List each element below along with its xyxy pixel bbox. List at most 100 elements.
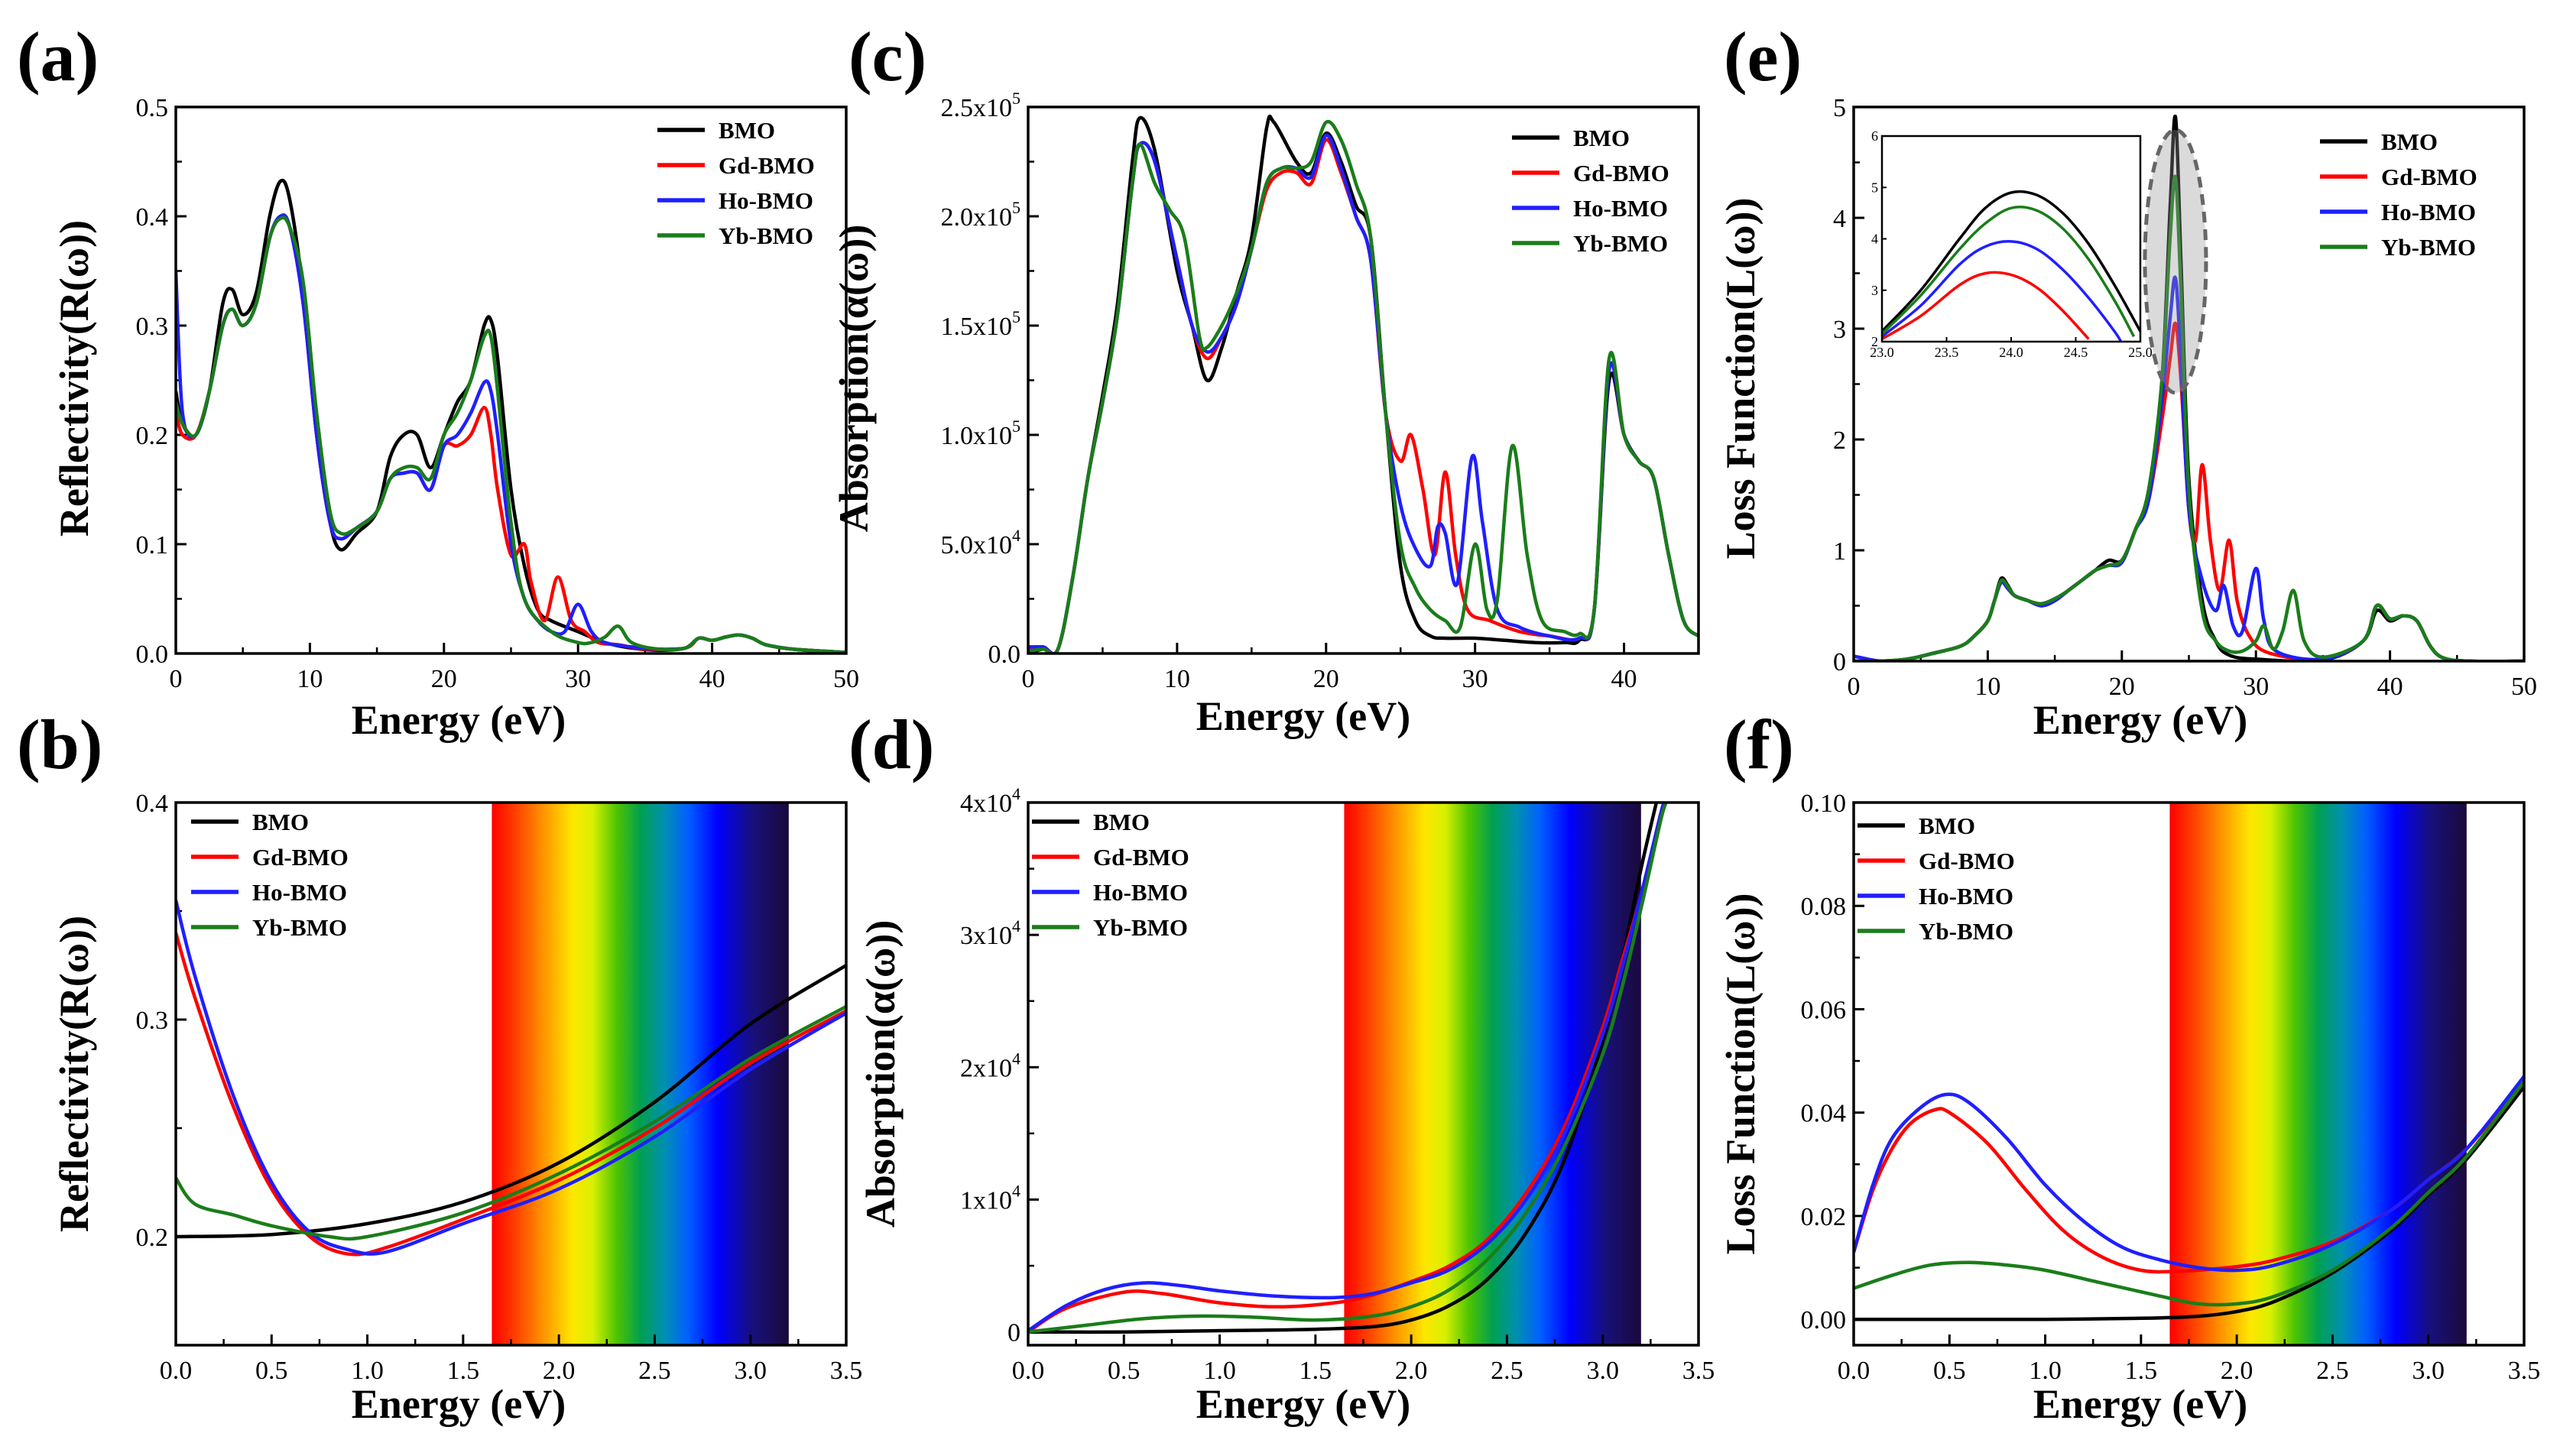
legend-label: Gd-BMO [1093,844,1189,871]
panel-label: (a) [17,18,99,96]
y-tick-base: 1 [1833,537,1846,566]
x-tick-label: 1.0 [1203,1357,1236,1385]
inset-x-tick-label: 25.0 [2128,345,2153,360]
legend-label: Ho-BMO [1573,195,1668,222]
peak-highlight-ellipse [2143,128,2208,395]
panel-e: 0 10 20 30 40 50 0 1 2 3 4 5 BMO Gd-BMO Ho-BMO Yb-BMO En… [1718,18,2537,743]
y-tick-base: 2.5x10 [941,94,1013,122]
inset-y-tick-label: 3 [1871,283,1878,298]
x-axis-title: Energy (eV) [352,1381,566,1427]
y-tick-base: 3 [1833,316,1846,344]
x-tick-label: 3.5 [2508,1357,2541,1385]
inset-series-group [1882,190,2140,342]
x-axis-title: Energy (eV) [1196,693,1410,739]
y-tick-label: 3x104 [960,916,1020,950]
y-tick-label: 0.06 [1801,996,1847,1024]
legend-label: Ho-BMO [719,187,813,214]
plot-frame [174,801,848,1347]
plot-frame [1027,105,1700,655]
y-tick-label: 5.0x104 [941,526,1021,559]
inset-y-tick-label: 2 [1871,334,1878,349]
y-tick-base: 0.02 [1801,1203,1847,1231]
y-tick-label: 0 [1007,1319,1020,1347]
series-line-yb-bmo [1854,1080,2524,1307]
series-group [1028,803,1668,1334]
series-line-yb-bmo [176,1005,846,1241]
x-tick-label: 1.5 [1299,1357,1332,1385]
y-tick-exponent: 4 [1012,1049,1020,1068]
inset-plot: 23.0 23.5 24.0 24.5 25.0 2 3 4 5 6 [1870,128,2153,360]
x-tick-label: 50 [2511,673,2537,701]
y-tick-label: 3 [1833,316,1846,344]
x-tick-label: 20 [1313,665,1339,693]
inset-x-tick-label: 23.5 [1935,345,1959,360]
legend-label: Yb-BMO [1093,914,1188,941]
x-axis-title: Energy (eV) [2033,697,2247,743]
y-tick-exponent: 4 [1012,916,1020,936]
legend-label: Gd-BMO [1573,160,1669,186]
y-tick-base: 2x10 [960,1054,1012,1082]
series-line-gd-bmo [176,213,846,653]
y-tick-label: 0.04 [1801,1100,1847,1128]
y-tick-label: 0.00 [1801,1306,1847,1334]
x-tick-label: 10 [1164,665,1190,693]
series-line-yb-bmo [1854,174,2524,661]
y-tick-base: 0.4 [136,203,169,232]
y-axis-title: Loss Function(L(ω)) [1718,893,1763,1254]
legend-label: BMO [1573,125,1630,151]
x-tick-label: 3.0 [1586,1357,1619,1385]
inset-line-ho-bmo [1882,240,2123,342]
series-group [1854,1075,2524,1321]
panel-f: 0.0 0.5 1.0 1.5 2.0 2.5 3.0 3.5 0.00 0.02 0.04 0.06… [1718,705,2540,1427]
series-line-yb-bmo [1028,803,1668,1334]
x-tick-label: 2.0 [1395,1357,1428,1385]
y-tick-base: 0.00 [1801,1306,1847,1334]
legend-label: Yb-BMO [1573,230,1668,257]
x-tick-label: 0.5 [255,1357,288,1385]
y-axis-title: Reflectivity(R(ω)) [51,220,97,537]
y-tick-exponent: 4 [1012,1182,1020,1201]
y-tick-label: 0.3 [136,313,169,341]
series-line-ho-bmo [176,900,846,1256]
y-tick-base: 0.5 [136,94,169,122]
inset-y-tick-label: 6 [1871,128,1878,144]
y-tick-base: 0.0 [988,640,1021,669]
x-axis-title: Energy (eV) [1196,1381,1410,1427]
series-group [1854,114,2524,661]
y-tick-label: 1.0x105 [941,417,1021,450]
visible-spectrum-band [2169,803,2467,1345]
x-tick-label: 40 [1611,665,1637,693]
series-group [176,178,846,653]
panel-a: 0 10 20 30 40 50 0.0 0.1 0.2 0.3 0.4 0.5 BMO Gd-BMO Ho… [17,18,859,743]
x-tick-label: 0.0 [160,1357,193,1385]
x-tick-label: 0 [1848,673,1861,701]
y-tick-exponent: 5 [1012,198,1020,217]
legend-label: Gd-BMO [1919,848,2015,874]
inset-background [1882,136,2140,342]
x-axis-title: Energy (eV) [352,697,566,743]
y-tick-label: 5 [1833,94,1846,122]
series-line-bmo [1854,1085,2524,1321]
y-tick-exponent: 5 [1012,307,1020,326]
x-tick-label: 2.5 [2316,1357,2349,1385]
x-tick-label: 3.0 [734,1357,767,1385]
y-axis-title: Reflectivity(R(ω)) [51,916,97,1232]
visible-spectrum-band [492,803,789,1345]
series-line-bmo [176,964,846,1239]
panel-b: 0.0 0.5 1.0 1.5 2.0 2.5 3.0 3.5 0.2 0.3 0.4 BMO Gd-B… [17,705,862,1427]
legend-label: Gd-BMO [719,152,815,179]
y-tick-label: 2 [1833,426,1846,455]
x-tick-label: 20 [2109,673,2135,701]
x-tick-label: 0.0 [1838,1357,1871,1385]
legend-label: Ho-BMO [2381,199,2476,225]
y-tick-exponent: 5 [1012,89,1020,108]
y-tick-base: 1.0x10 [941,422,1013,450]
x-tick-label: 10 [1974,673,2000,701]
legend-label: Ho-BMO [1093,879,1188,906]
y-tick-label: 1x104 [960,1182,1020,1215]
x-axis-title: Energy (eV) [2033,1381,2247,1427]
y-tick-base: 0.10 [1801,790,1847,818]
y-tick-label: 0.02 [1801,1203,1847,1231]
y-tick-label: 2x104 [960,1049,1020,1082]
series-line-ho-bmo [176,213,846,653]
